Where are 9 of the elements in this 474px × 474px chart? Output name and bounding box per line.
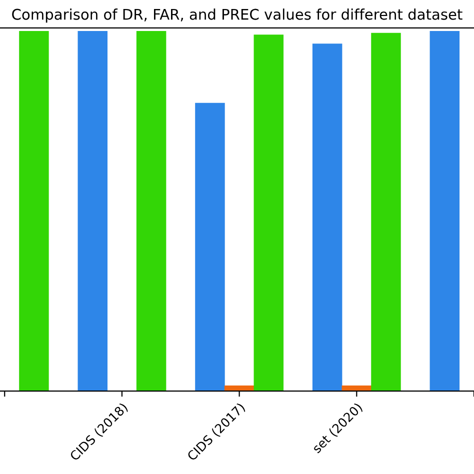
bar bbox=[254, 34, 284, 392]
bar bbox=[195, 102, 225, 392]
bar bbox=[136, 31, 166, 392]
bar bbox=[19, 31, 49, 392]
bar bbox=[312, 44, 342, 392]
chart-title: Comparison of DR, FAR, and PREC values for different dataset bbox=[12, 8, 462, 23]
bar bbox=[371, 32, 401, 392]
bar bbox=[430, 31, 460, 392]
bar bbox=[78, 31, 108, 392]
